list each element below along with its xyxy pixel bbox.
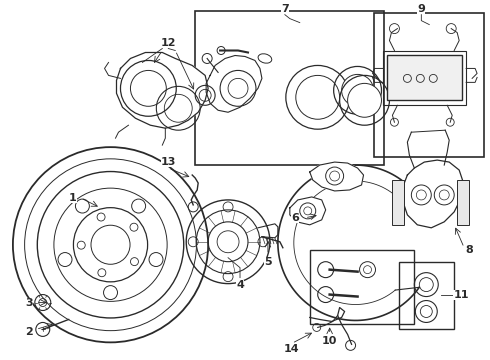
Text: 4: 4 [236,280,244,289]
Bar [195,11,385,165]
Text: 6: 6 [291,213,299,223]
Bar [310,250,415,324]
Bar [392,180,404,225]
Text: 12: 12 [161,37,176,48]
Text: 5: 5 [264,257,272,267]
Text: 13: 13 [161,157,176,167]
Polygon shape [117,53,208,128]
Bar [384,50,466,105]
Bar [457,180,469,225]
Bar [388,55,462,100]
Circle shape [296,75,340,119]
Text: 2: 2 [25,327,33,337]
Circle shape [342,75,373,106]
Text: 1: 1 [69,193,76,203]
Circle shape [347,84,382,117]
Polygon shape [290,197,326,225]
Circle shape [419,278,433,292]
Text: 9: 9 [417,4,425,14]
Text: 14: 14 [284,345,299,354]
Bar [399,262,454,329]
Polygon shape [310,162,364,191]
Text: 10: 10 [322,336,337,346]
Text: 7: 7 [281,4,289,14]
Polygon shape [402,160,463,228]
Text: 3: 3 [25,297,33,307]
Polygon shape [206,55,262,112]
Bar [374,13,484,157]
Circle shape [420,306,432,318]
Text: 8: 8 [466,245,473,255]
Text: 11: 11 [453,289,469,300]
